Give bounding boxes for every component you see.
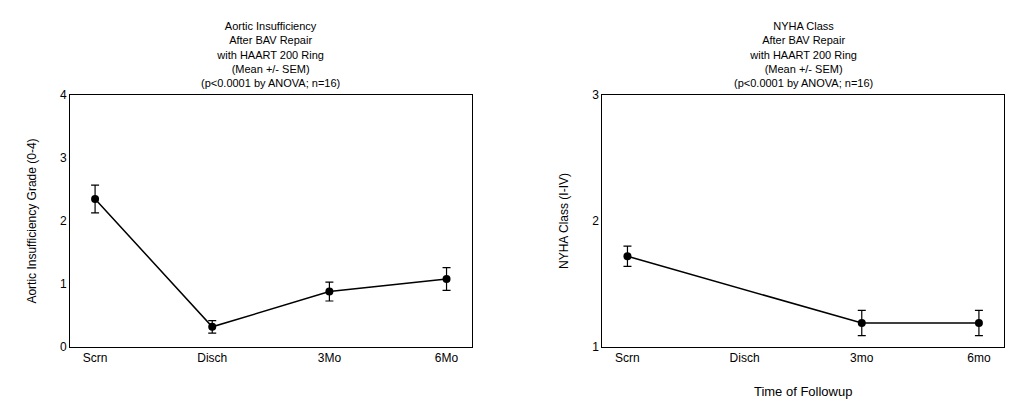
svg-text:3: 3: [60, 151, 67, 165]
svg-text:1: 1: [60, 277, 67, 291]
svg-text:6mo: 6mo: [967, 351, 991, 365]
svg-text:2: 2: [592, 214, 599, 228]
svg-text:6Mo: 6Mo: [435, 351, 459, 365]
svg-text:0: 0: [60, 340, 67, 354]
svg-text:NYHA Class (I-IV): NYHA Class (I-IV): [557, 173, 571, 269]
svg-text:4: 4: [60, 88, 67, 102]
svg-text:3mo: 3mo: [850, 351, 874, 365]
svg-text:1: 1: [592, 340, 599, 354]
svg-text:Time of Followup: Time of Followup: [754, 384, 853, 399]
svg-text:Disch: Disch: [197, 351, 227, 365]
svg-text:Scrn: Scrn: [83, 351, 108, 365]
svg-text:Aortic Insufficiency Grade (0-: Aortic Insufficiency Grade (0-4): [25, 138, 39, 303]
svg-text:NYHA ClassAfter BAV Repairwith: NYHA ClassAfter BAV Repairwith HAART 200…: [734, 20, 873, 89]
svg-text:2: 2: [60, 214, 67, 228]
svg-text:Aortic InsufficiencyAfter BAV: Aortic InsufficiencyAfter BAV Repairwith…: [201, 20, 340, 89]
svg-text:Disch: Disch: [730, 351, 760, 365]
svg-text:Scrn: Scrn: [615, 351, 640, 365]
svg-text:3: 3: [592, 88, 599, 102]
svg-text:3Mo: 3Mo: [318, 351, 342, 365]
